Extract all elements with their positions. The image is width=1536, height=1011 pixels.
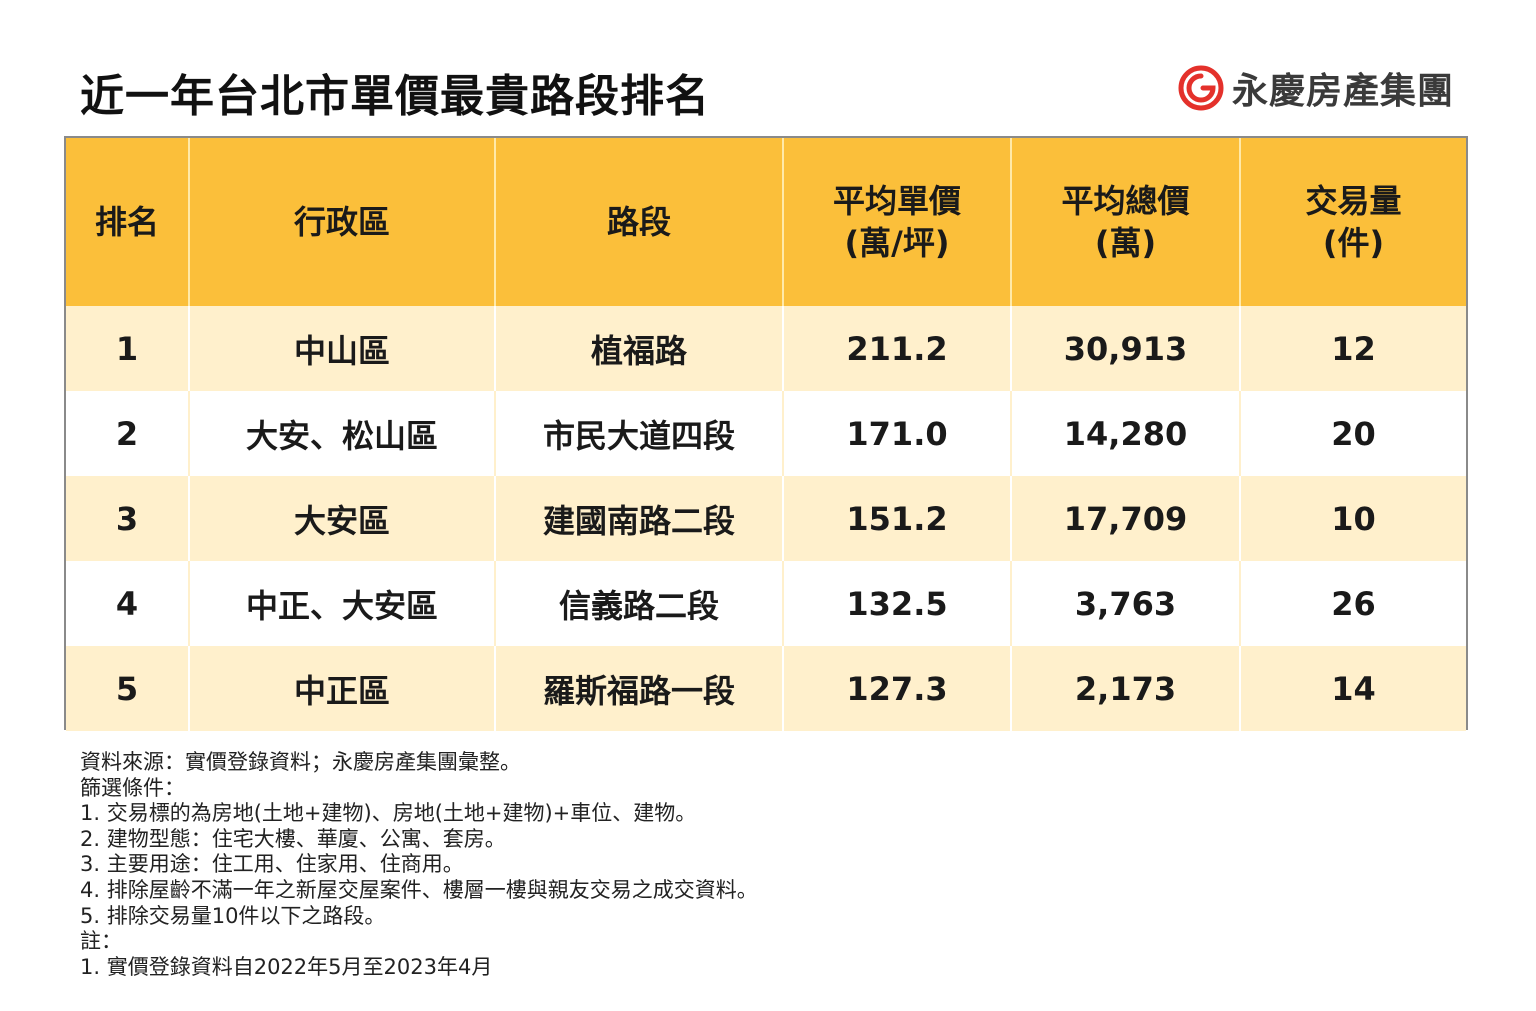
note-line: 4. 排除屋齡不滿一年之新屋交屋案件、樓層一樓與親友交易之成交資料。 (80, 877, 758, 902)
note-line: 1. 交易標的為房地(土地+建物)、房地(土地+建物)+車位、建物。 (80, 801, 697, 826)
header-unit-price: 平均單價 (萬/坪) (783, 138, 1012, 306)
table-row: 3 大安區 建國南路二段 151.2 17,709 10 (66, 476, 1466, 561)
header-total-price: 平均總價 (萬) (1011, 138, 1241, 306)
cell-volume: 20 (1240, 391, 1466, 476)
header-district: 行政區 (189, 138, 496, 306)
cell-district: 中正區 (189, 646, 496, 731)
cell-rank: 5 (66, 646, 190, 731)
cell-road: 羅斯福路一段 (495, 646, 784, 731)
cell-unit-price: 151.2 (783, 476, 1012, 561)
cell-road: 市民大道四段 (495, 391, 784, 476)
cell-road: 植福路 (495, 306, 784, 391)
ranking-table: 排名 行政區 路段 平均單價 (萬/坪) 平均總價 (萬) 交易量 (件) 1 中山區… (64, 136, 1468, 731)
note-line: 1. 實價登錄資料自2022年5月至2023年4月 (80, 954, 493, 979)
note-line: 註： (80, 929, 122, 954)
cell-total-price: 3,763 (1011, 561, 1241, 646)
cell-road: 建國南路二段 (495, 476, 784, 561)
table-row: 5 中正區 羅斯福路一段 127.3 2,173 14 (66, 646, 1466, 731)
note-line: 篩選條件： (80, 775, 185, 800)
cell-total-price: 30,913 (1011, 306, 1241, 391)
cell-district: 中正、大安區 (189, 561, 496, 646)
header-volume: 交易量 (件) (1240, 138, 1466, 306)
note-line: 2. 建物型態：住宅大樓、華廈、公寓、套房。 (80, 826, 506, 851)
brand-name: 永慶房產集團 (1232, 71, 1455, 112)
cell-unit-price: 211.2 (783, 306, 1012, 391)
table-row: 4 中正、大安區 信義路二段 132.5 3,763 26 (66, 561, 1466, 646)
cell-rank: 3 (66, 476, 190, 561)
header-rank: 排名 (66, 138, 190, 306)
table-header-row: 排名 行政區 路段 平均單價 (萬/坪) 平均總價 (萬) 交易量 (件) (66, 138, 1466, 306)
cell-district: 大安、松山區 (189, 391, 496, 476)
cell-volume: 14 (1240, 646, 1466, 731)
cell-volume: 26 (1240, 561, 1466, 646)
note-line: 5. 排除交易量10件以下之路段。 (80, 903, 386, 928)
cell-volume: 10 (1240, 476, 1466, 561)
cell-unit-price: 127.3 (783, 646, 1012, 731)
brand-logo: 永慶房產集團 (1176, 62, 1454, 114)
cell-total-price: 17,709 (1011, 476, 1241, 561)
cell-unit-price: 171.0 (783, 391, 1012, 476)
cell-total-price: 14,280 (1011, 391, 1241, 476)
cell-volume: 12 (1240, 306, 1466, 391)
cell-district: 大安區 (189, 476, 496, 561)
table-row: 2 大安、松山區 市民大道四段 171.0 14,280 20 (66, 391, 1466, 476)
cell-rank: 4 (66, 561, 190, 646)
footnotes: 資料來源：實價登錄資料；永慶房產集團彙整。 篩選條件： 1. 交易標的為房地(土… (80, 750, 758, 980)
note-line: 資料來源：實價登錄資料；永慶房產集團彙整。 (80, 750, 521, 774)
cell-district: 中山區 (189, 306, 496, 391)
note-line: 3. 主要用途：住工用、住家用、住商用。 (80, 852, 464, 877)
header-road: 路段 (495, 138, 784, 306)
cell-unit-price: 132.5 (783, 561, 1012, 646)
cell-road: 信義路二段 (495, 561, 784, 646)
cell-total-price: 2,173 (1011, 646, 1241, 731)
cell-rank: 2 (66, 391, 190, 476)
cell-rank: 1 (66, 306, 190, 391)
table-row: 1 中山區 植福路 211.2 30,913 12 (66, 306, 1466, 391)
yungching-logo-icon (1178, 65, 1224, 111)
page-title: 近一年台北市單價最貴路段排名 (80, 71, 710, 122)
